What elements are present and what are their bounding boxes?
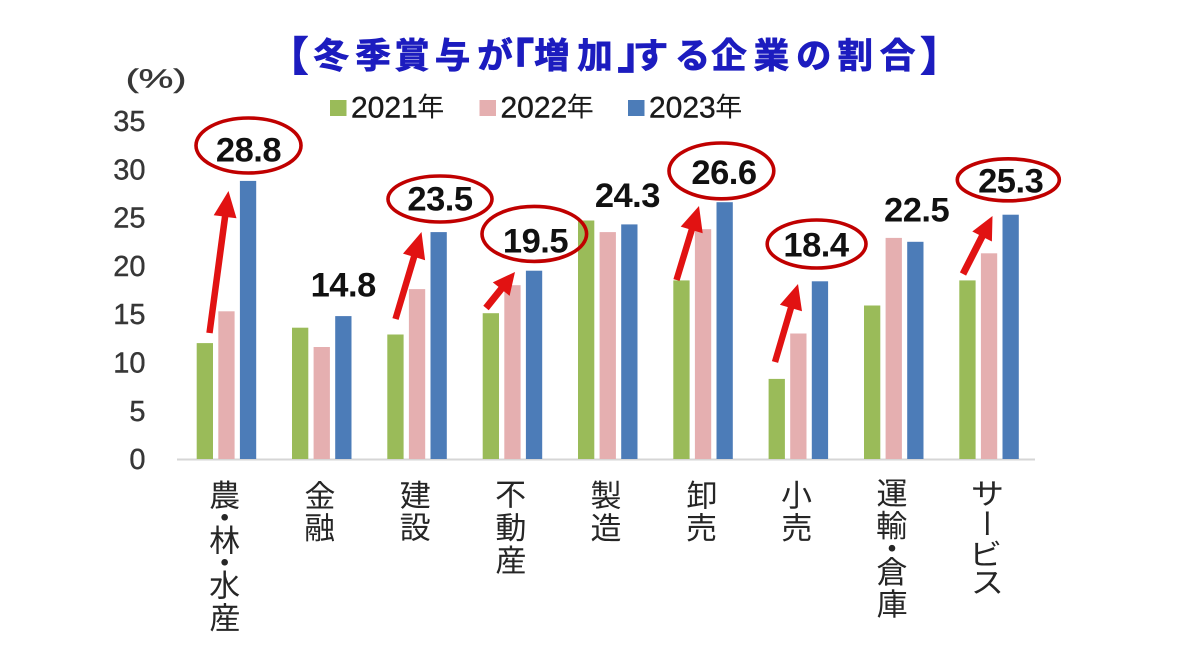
svg-text:0: 0 [129,444,145,476]
svg-text:18.4: 18.4 [783,227,848,265]
svg-text:26.6: 26.6 [691,154,756,192]
svg-text:25.3: 25.3 [978,162,1043,200]
svg-text:22.5: 22.5 [884,192,949,230]
svg-text:14.8: 14.8 [311,267,376,305]
svg-text:24.3: 24.3 [595,177,660,215]
svg-text:23.5: 23.5 [407,181,472,219]
svg-text:25: 25 [113,203,145,235]
svg-text:5: 5 [129,396,145,428]
svg-text:20: 20 [113,251,145,283]
svg-text:2021: 2021 [351,91,418,124]
svg-text:2023: 2023 [649,91,716,124]
svg-text:10: 10 [113,348,145,380]
svg-text:15: 15 [113,299,145,331]
svg-text:35: 35 [113,106,145,138]
svg-text:(%): (%) [126,65,187,94]
svg-text:19.5: 19.5 [503,223,568,261]
svg-text:30: 30 [113,154,145,186]
svg-text:28.8: 28.8 [216,131,281,169]
svg-text:2022: 2022 [501,91,568,124]
